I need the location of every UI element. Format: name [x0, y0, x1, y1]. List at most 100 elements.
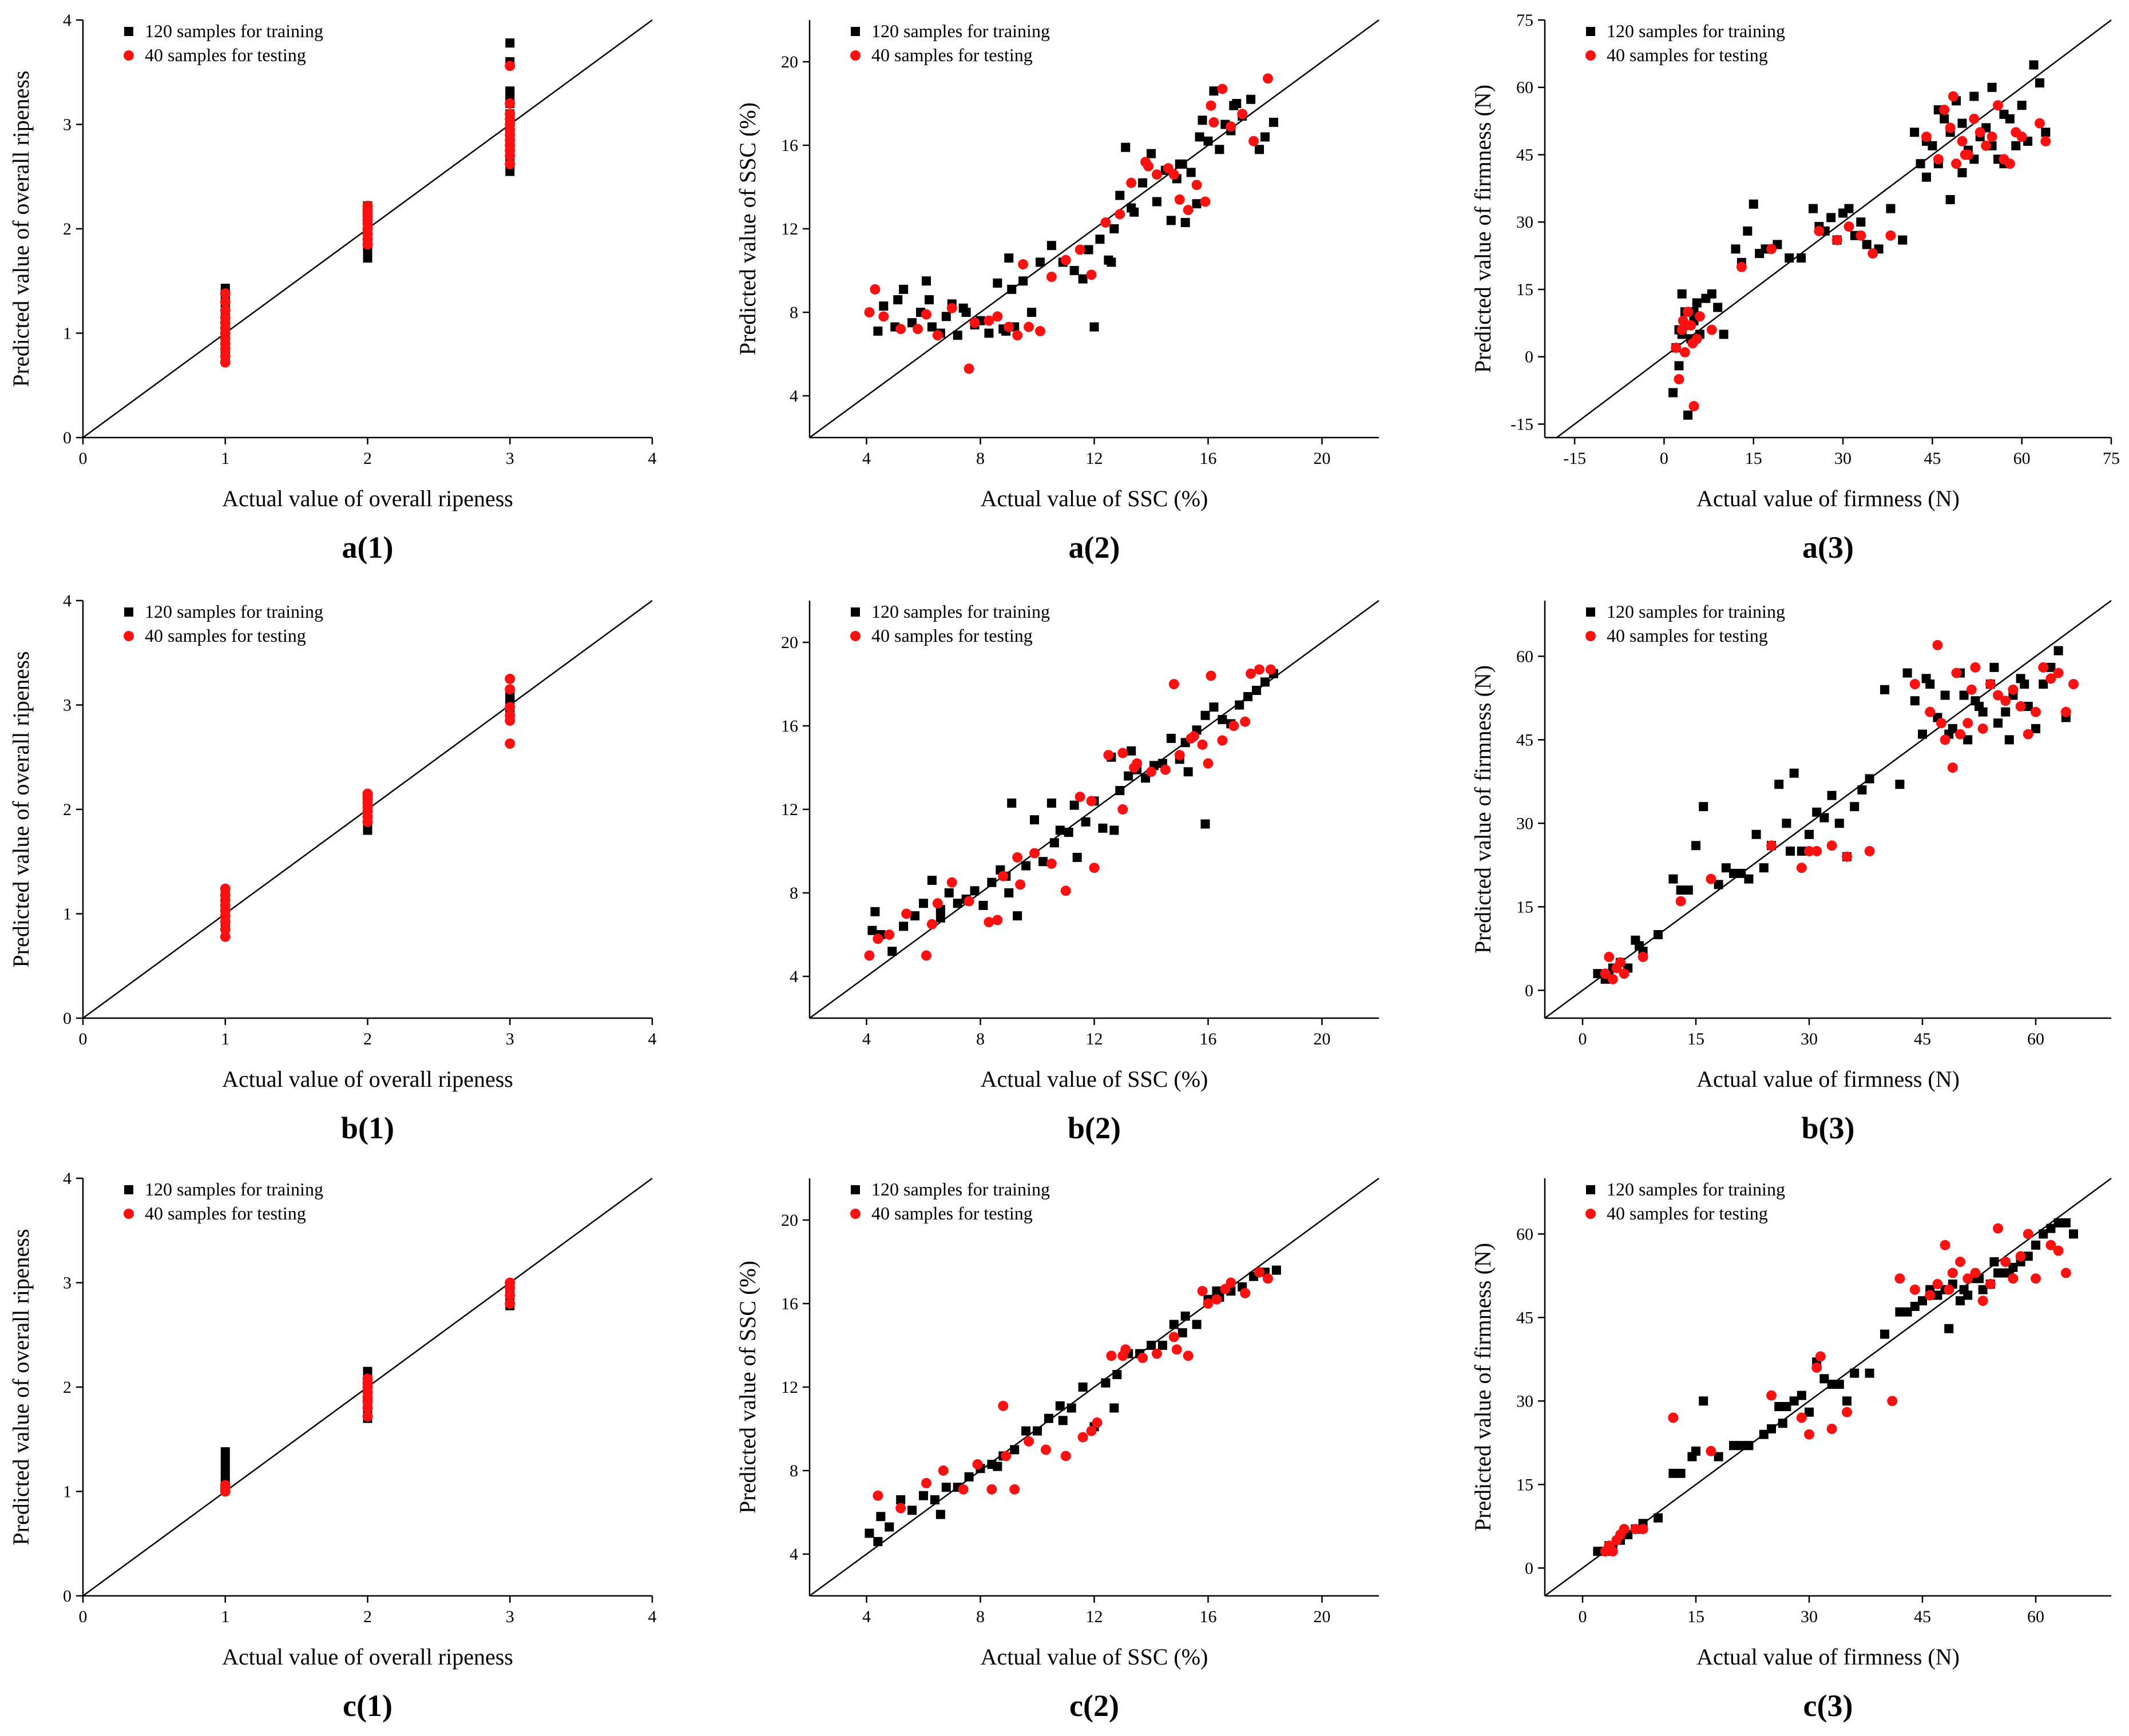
testing-point [1600, 968, 1611, 979]
training-point [1209, 702, 1219, 712]
training-point [1089, 322, 1099, 332]
testing-point [1940, 734, 1950, 745]
training-point [1940, 114, 1949, 124]
testing-point [1706, 324, 1717, 335]
training-point [1192, 199, 1202, 209]
x-tick-label: 15 [1687, 1607, 1704, 1626]
testing-point [505, 673, 516, 684]
training-point [1109, 1403, 1119, 1413]
training-point [1260, 132, 1270, 142]
x-tick-label: 60 [2013, 449, 2031, 468]
testing-point [984, 315, 994, 326]
testing-point [864, 950, 875, 961]
testing-point [1909, 679, 1920, 689]
legend-training-label: 120 samples for training [145, 1179, 323, 1199]
training-point [1940, 690, 1950, 700]
training-point [2035, 78, 2044, 88]
testing-point [1009, 1484, 1020, 1495]
training-point [220, 1447, 230, 1457]
training-point [1692, 298, 1702, 308]
diagonal-line [1556, 19, 2112, 438]
y-tick-label: 4 [790, 387, 798, 406]
y-tick-label: 4 [63, 11, 72, 30]
testing-point [505, 98, 516, 109]
panel-b1: 0 1 2 3 4 0 1 2 3 4 120 samples for training 40 sam… [8, 591, 657, 1145]
panel-b2: 4 8 12 16 20 4 8 12 16 20 120 samples for training… [781, 599, 1379, 1145]
testing-point [1171, 1344, 1182, 1355]
training-point [1786, 847, 1795, 856]
training-point [1046, 799, 1056, 808]
panel-a3: -15 0 15 30 45 60 75 -15 0 15 30 45 60 75 120 samples … [1470, 11, 2120, 565]
training-point [1127, 746, 1136, 756]
testing-point [1115, 209, 1125, 220]
training-point [1147, 149, 1156, 158]
testing-point [1129, 762, 1140, 773]
x-tick-label: 30 [1834, 449, 1852, 468]
x-tick-label: 1 [221, 1607, 229, 1626]
testing-point [1619, 1524, 1630, 1535]
y-tick-label: 1 [63, 905, 72, 924]
training-point [2029, 60, 2039, 70]
testing-point [1143, 161, 1154, 172]
testing-point [1075, 244, 1085, 255]
training-point [1916, 159, 1925, 169]
x-axis-title: Actual value of SSC (%) [981, 1644, 1208, 1670]
testing-point [220, 296, 231, 307]
testing-point [926, 919, 937, 929]
training-point [1098, 823, 1108, 833]
testing-point [1842, 1407, 1852, 1417]
testing-point [1939, 104, 1950, 115]
legend-training-label: 120 samples for training [871, 21, 1050, 41]
y-tick-label: 0 [63, 428, 72, 447]
training-point [1166, 733, 1176, 743]
legend-training-marker [124, 27, 133, 36]
training-point [1805, 1407, 1814, 1417]
testing-point [1811, 1362, 1822, 1373]
testing-point [1944, 1284, 1954, 1295]
testing-point [901, 908, 912, 919]
x-tick-label: 1 [221, 449, 229, 468]
training-point [1699, 1396, 1708, 1406]
training-point [993, 278, 1002, 288]
x-tick-label: 12 [1086, 449, 1103, 468]
training-point [1957, 168, 1967, 177]
testing-point [2016, 132, 2027, 142]
testing-point [1894, 1273, 1905, 1284]
testing-point [1966, 684, 1977, 695]
testing-point [1932, 639, 1943, 650]
testing-point [1969, 113, 1980, 124]
training-point [2069, 1229, 2078, 1239]
training-point [919, 899, 928, 908]
testing-point [870, 284, 881, 295]
testing-point [1842, 851, 1852, 862]
training-point [1789, 768, 1799, 778]
testing-point [1864, 846, 1875, 856]
training-point [1121, 142, 1131, 152]
testing-point [220, 931, 231, 942]
testing-point [1975, 127, 1985, 138]
testing-point [1103, 750, 1114, 761]
training-point [941, 1483, 951, 1492]
testing-point [1040, 1444, 1051, 1455]
training-point [899, 284, 909, 294]
testing-point [1981, 140, 1992, 151]
y-tick-label: 60 [1516, 1225, 1533, 1244]
training-point [927, 876, 937, 885]
training-point [1069, 266, 1079, 275]
testing-point [2034, 118, 2045, 129]
x-tick-label: 2 [363, 1607, 372, 1626]
y-tick-label: 60 [1516, 78, 1533, 97]
y-tick-label: 30 [1516, 814, 1533, 833]
testing-point [505, 158, 516, 169]
panel-a1: 0 1 2 3 4 0 1 2 3 4 120 samples for training 40 sam… [8, 11, 657, 565]
testing-point [1936, 718, 1946, 729]
training-point [1183, 767, 1193, 777]
testing-point [2015, 701, 2026, 712]
training-point [1774, 1402, 1784, 1412]
x-tick-label: 4 [862, 1607, 871, 1626]
testing-point [362, 1373, 373, 1384]
training-point [1797, 253, 1806, 263]
testing-point [884, 929, 895, 940]
training-point [363, 253, 372, 263]
y-tick-label: 3 [63, 1274, 72, 1293]
